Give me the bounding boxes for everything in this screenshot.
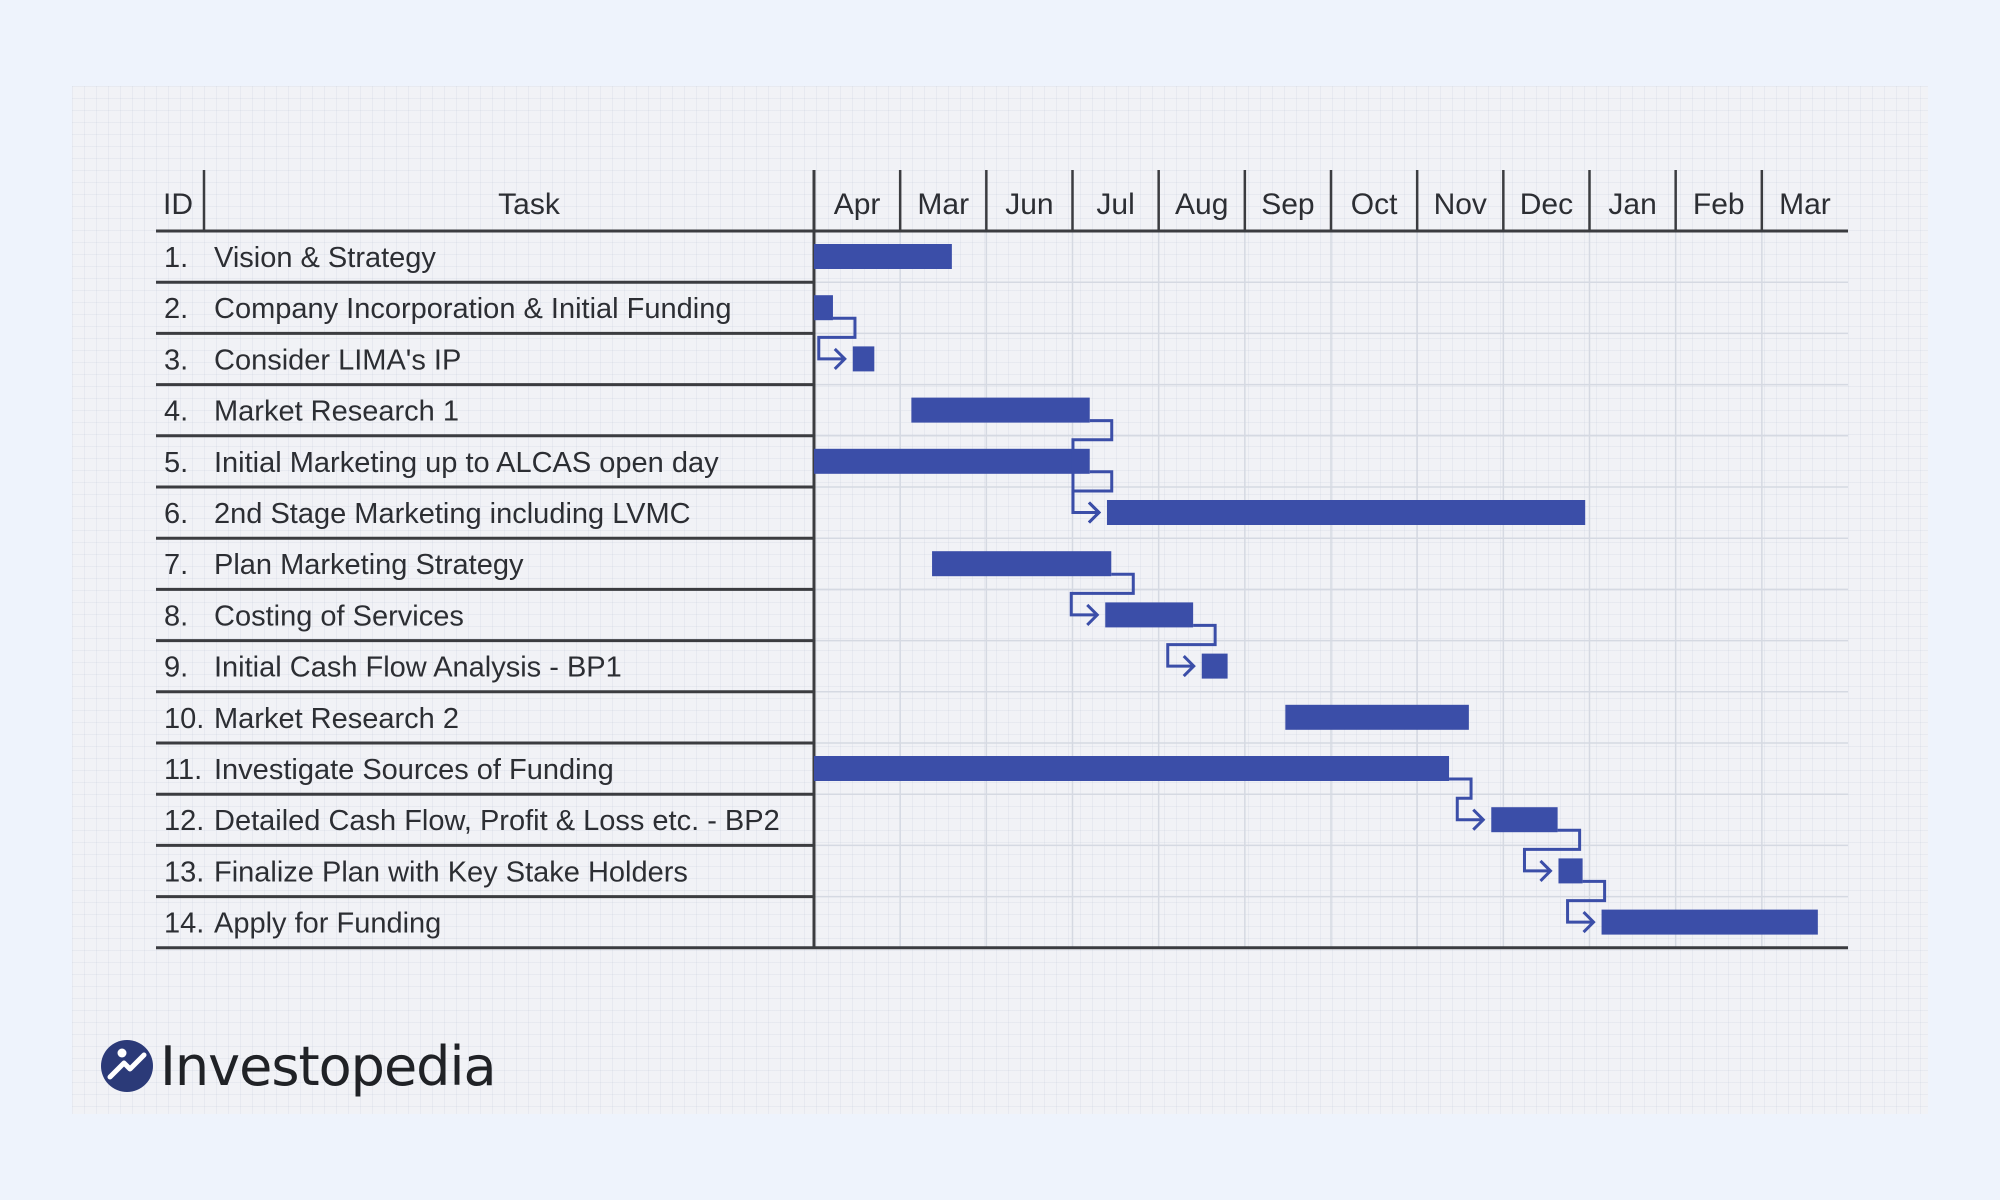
task-id: 14. <box>164 908 204 940</box>
month-label: Jan <box>1608 188 1656 221</box>
task-name: Consider LIMA's IP <box>214 344 461 376</box>
month-label: Aug <box>1175 188 1228 221</box>
gantt-bar <box>814 244 952 269</box>
month-label: Mar <box>1779 188 1831 221</box>
task-id: 13. <box>164 856 204 888</box>
header-id: ID <box>163 188 193 221</box>
task-name: Finalize Plan with Key Stake Holders <box>214 856 688 888</box>
task-name: Detailed Cash Flow, Profit & Loss etc. -… <box>214 805 780 837</box>
task-id: 11. <box>164 754 202 786</box>
task-name: Investigate Sources of Funding <box>214 754 614 786</box>
dependency-arrowhead <box>1472 808 1486 831</box>
gantt-bar <box>1105 602 1194 628</box>
task-name: Plan Marketing Strategy <box>214 549 524 581</box>
dependency-connector <box>1166 623 1217 668</box>
task-id: 4. <box>164 396 188 428</box>
task-id: 12. <box>164 805 204 837</box>
task-name: Market Research 1 <box>214 396 459 428</box>
task-id: 2. <box>164 293 188 325</box>
dependency-connector <box>1069 572 1135 617</box>
gantt-bar <box>1601 909 1818 935</box>
dependency-connector <box>1566 879 1607 924</box>
brand-name: Investopedia <box>160 1034 497 1098</box>
task-id: 8. <box>164 600 188 632</box>
task-id: 1. <box>164 242 188 274</box>
dependency-arrowhead <box>1086 603 1100 626</box>
investopedia-logo-icon <box>101 1040 153 1092</box>
gantt-bar <box>1106 500 1586 525</box>
task-name: Market Research 2 <box>214 703 459 735</box>
task-name: Vision & Strategy <box>214 242 436 274</box>
task-id: 6. <box>164 498 188 530</box>
dependency-connector <box>1449 777 1484 822</box>
gantt-bar <box>814 448 1090 474</box>
task-id: 3. <box>164 344 188 376</box>
gantt-bar <box>814 756 1450 781</box>
task-name: Costing of Services <box>214 600 464 632</box>
month-label: Oct <box>1351 188 1398 221</box>
gantt-bar <box>911 397 1090 423</box>
dependency-arrowhead <box>1582 911 1596 934</box>
month-label: Jul <box>1096 188 1134 221</box>
gantt-bar <box>932 551 1112 577</box>
dependency-arrowhead <box>1182 655 1196 678</box>
task-id: 10. <box>164 703 204 735</box>
month-label: Nov <box>1434 188 1487 221</box>
month-label: Dec <box>1520 188 1573 221</box>
task-id: 7. <box>164 549 188 581</box>
brand-logo: Investopedia <box>100 1034 497 1098</box>
task-name: Company Incorporation & Initial Funding <box>214 293 731 325</box>
dependency-arrowhead <box>833 347 847 370</box>
gantt-card: ID Task Apr Mar Jun Jul Aug Sep Oct Nov Dec Jan Feb M… <box>72 86 1928 1114</box>
month-label: Feb <box>1693 188 1745 221</box>
dependency-connector <box>817 316 857 361</box>
dependency-arrowhead <box>1087 501 1102 524</box>
dependency-arrowhead <box>1539 859 1553 882</box>
gantt-chart: ID Task Apr Mar Jun Jul Aug Sep Oct Nov Dec Jan Feb M… <box>156 170 1848 950</box>
month-label: Apr <box>834 188 881 221</box>
gantt-bar <box>1201 653 1228 679</box>
gantt-bar <box>1558 858 1583 884</box>
gantt-bar <box>814 295 833 321</box>
month-label: Jun <box>1005 188 1053 221</box>
task-id: 9. <box>164 652 188 684</box>
header-task: Task <box>498 188 561 221</box>
month-label: Mar <box>917 188 969 221</box>
task-name: 2nd Stage Marketing including LVMC <box>214 498 691 530</box>
task-id: 5. <box>164 447 188 479</box>
gantt-bar <box>852 346 875 372</box>
month-label: Sep <box>1261 188 1314 221</box>
task-name: Initial Cash Flow Analysis - BP1 <box>214 652 622 684</box>
gantt-bar <box>1285 704 1469 730</box>
dependency-connector <box>1071 470 1114 514</box>
gantt-bar <box>1491 807 1558 833</box>
task-name: Initial Marketing up to ALCAS open day <box>214 447 719 479</box>
dependency-connector <box>1522 828 1582 873</box>
task-name: Apply for Funding <box>214 908 441 940</box>
